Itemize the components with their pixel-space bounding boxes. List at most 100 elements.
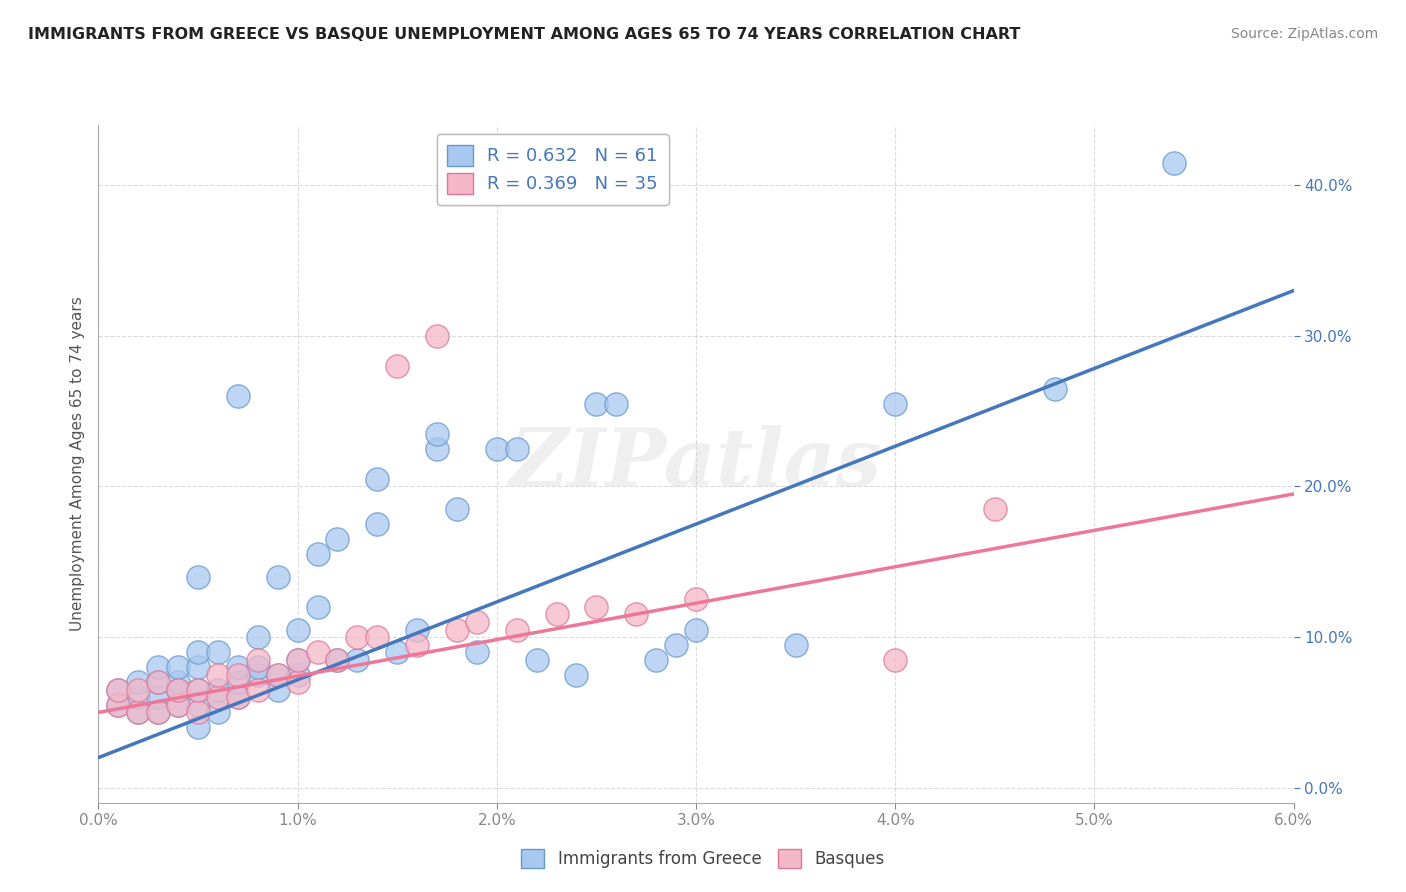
Point [585,396,607,410]
Point [645,653,668,667]
Point [366,472,388,486]
Point [167,660,190,674]
Point [506,623,529,637]
Point [446,502,468,516]
Point [226,675,249,690]
Point [246,682,269,697]
Point [326,532,349,546]
Point [585,599,607,614]
Point [127,706,149,720]
Point [884,396,907,410]
Point [785,638,807,652]
Point [485,442,508,456]
Point [226,660,249,674]
Y-axis label: Unemployment Among Ages 65 to 74 years: Unemployment Among Ages 65 to 74 years [69,296,84,632]
Point [226,389,249,403]
Point [187,698,209,712]
Point [624,607,647,622]
Point [127,682,149,697]
Point [167,698,190,712]
Text: Source: ZipAtlas.com: Source: ZipAtlas.com [1230,27,1378,41]
Point [346,653,368,667]
Point [246,653,269,667]
Point [207,682,229,697]
Point [167,698,190,712]
Point [246,660,269,674]
Point [385,645,409,659]
Point [148,706,170,720]
Point [207,690,229,705]
Point [605,396,627,410]
Point [366,517,388,532]
Point [148,675,170,690]
Point [307,599,329,614]
Point [107,698,129,712]
Point [465,615,488,629]
Point [287,667,309,681]
Point [187,682,209,697]
Legend: Immigrants from Greece, Basques: Immigrants from Greece, Basques [515,842,891,875]
Point [287,653,309,667]
Point [267,682,290,697]
Point [287,675,309,690]
Point [465,645,488,659]
Point [226,667,249,681]
Point [287,653,309,667]
Point [307,645,329,659]
Point [148,660,170,674]
Point [207,706,229,720]
Point [246,630,269,644]
Point [127,706,149,720]
Point [665,638,688,652]
Point [326,653,349,667]
Point [506,442,529,456]
Point [406,623,429,637]
Point [426,442,449,456]
Point [685,592,707,607]
Point [207,645,229,659]
Text: ZIPatlas: ZIPatlas [510,425,882,502]
Point [246,667,269,681]
Point [187,721,209,735]
Point [148,690,170,705]
Point [226,690,249,705]
Point [267,667,290,681]
Text: IMMIGRANTS FROM GREECE VS BASQUE UNEMPLOYMENT AMONG AGES 65 TO 74 YEARS CORRELAT: IMMIGRANTS FROM GREECE VS BASQUE UNEMPLO… [28,27,1021,42]
Point [187,660,209,674]
Point [1163,155,1185,169]
Point [107,682,129,697]
Point [167,682,190,697]
Point [685,623,707,637]
Legend: R = 0.632   N = 61, R = 0.369   N = 35: R = 0.632 N = 61, R = 0.369 N = 35 [436,134,669,204]
Point [148,706,170,720]
Point [187,645,209,659]
Point [148,675,170,690]
Point [167,682,190,697]
Point [107,682,129,697]
Point [187,706,209,720]
Point [127,675,149,690]
Point [226,690,249,705]
Point [884,653,907,667]
Point [565,667,588,681]
Point [187,682,209,697]
Point [167,675,190,690]
Point [326,653,349,667]
Point [267,667,290,681]
Point [546,607,568,622]
Point [426,328,449,343]
Point [267,570,290,584]
Point [207,667,229,681]
Point [406,638,429,652]
Point [366,630,388,644]
Point [426,426,449,441]
Point [526,653,548,667]
Point [983,502,1005,516]
Point [446,623,468,637]
Point [127,690,149,705]
Point [1043,382,1066,396]
Point [107,698,129,712]
Point [287,623,309,637]
Point [385,359,409,373]
Point [187,570,209,584]
